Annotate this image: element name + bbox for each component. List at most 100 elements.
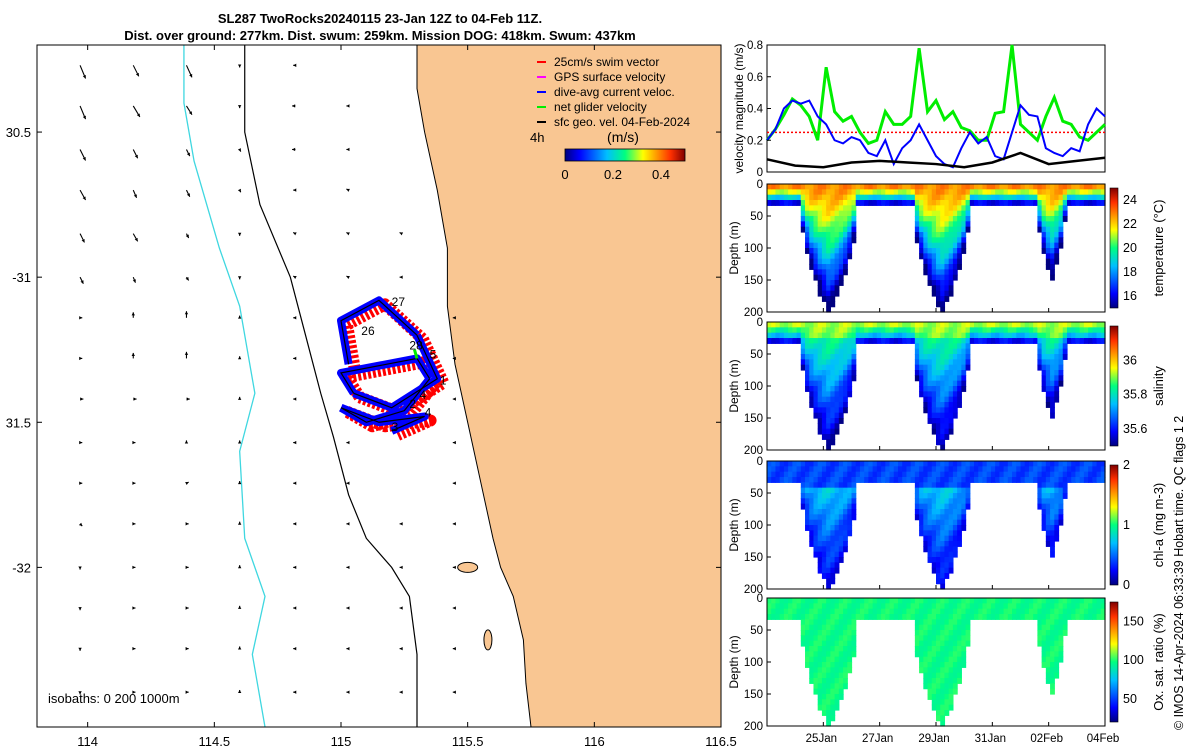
section-cell (893, 327, 899, 334)
section-cell (817, 210, 823, 217)
section-cell (817, 386, 823, 392)
section-cell (936, 567, 941, 574)
section-cell (809, 662, 815, 668)
section-cell (957, 509, 962, 515)
section-cell (940, 678, 946, 684)
section-cell (838, 614, 844, 620)
section-cell (859, 194, 865, 201)
section-cell (843, 258, 848, 265)
section-cell (965, 200, 971, 206)
section-cell (952, 635, 958, 642)
section-cell (1037, 640, 1043, 647)
section-cell (957, 482, 962, 489)
section-cell (851, 487, 857, 494)
section-cell (1079, 471, 1085, 478)
section-cell (927, 348, 933, 355)
section-cell (838, 461, 844, 467)
colorbar-title: salinity (1151, 366, 1166, 406)
section-cell (809, 237, 815, 244)
section-cell (952, 519, 958, 526)
section-cell (893, 338, 899, 344)
legend-label: 25cm/s swim vector (554, 55, 659, 69)
section-cell (847, 667, 853, 674)
section-cell (1041, 348, 1047, 355)
section-cell (1037, 482, 1043, 489)
section-cell (965, 466, 971, 473)
section-cell (796, 471, 802, 478)
section-cell (826, 306, 831, 313)
section-cell (944, 280, 950, 286)
section-cell (931, 498, 937, 505)
section-cell (982, 614, 988, 620)
section-cell (952, 194, 958, 201)
section-cell (969, 189, 975, 196)
section-cell (843, 364, 848, 371)
section-cell (864, 322, 869, 328)
section-cell (800, 498, 806, 505)
section-cell (940, 205, 946, 212)
section-cell (1050, 672, 1055, 679)
geo-velocity-arrow (293, 63, 297, 67)
arrow-head (185, 606, 189, 610)
section-cell (805, 477, 810, 483)
section-cell (830, 189, 836, 196)
arrow-head (134, 237, 138, 242)
section-cell (931, 428, 937, 435)
section-cell (813, 598, 819, 604)
section-cell (843, 327, 848, 334)
time-tick-label: 25Jan (806, 733, 837, 745)
section-cell (1071, 603, 1077, 610)
section-cell (919, 391, 924, 398)
section-cell (931, 242, 937, 249)
section-cell (961, 322, 967, 328)
section-cell (914, 493, 920, 499)
section-cell (952, 391, 958, 398)
section-cell (936, 370, 941, 376)
section-cell (817, 477, 823, 483)
section-cell (923, 216, 929, 222)
section-cell (1083, 477, 1089, 483)
section-cell (936, 477, 941, 483)
section-cell (948, 402, 954, 408)
section-cell (936, 509, 941, 515)
section-cell (927, 269, 933, 276)
section-cell (885, 461, 891, 467)
section-cell (957, 598, 962, 604)
section-cell (1050, 248, 1055, 254)
section-cell (952, 216, 958, 222)
section-cell (838, 375, 844, 382)
section-cell (821, 509, 827, 515)
section-cell (783, 332, 789, 339)
arrow-head (293, 63, 297, 67)
section-cell (931, 514, 937, 521)
section-cell (1066, 477, 1072, 483)
section-cell (965, 348, 971, 355)
section-cell (771, 471, 777, 478)
section-cell (843, 678, 848, 684)
arrow-head (237, 188, 241, 193)
section-cell (940, 471, 946, 478)
section-cell (1050, 541, 1055, 547)
section-cell (830, 614, 836, 620)
section-cell (1075, 603, 1081, 610)
section-cell (851, 603, 857, 610)
section-cell (952, 343, 958, 350)
section-cell (914, 503, 920, 510)
section-cell (826, 290, 831, 297)
section-cell (940, 354, 946, 360)
section-cell (948, 285, 954, 292)
section-cell (834, 683, 840, 690)
section-cell (940, 694, 946, 700)
section-cell (805, 482, 810, 489)
section-cell (1045, 359, 1051, 366)
section-cell (813, 359, 819, 366)
arrow-head (293, 356, 297, 361)
section-cell (771, 194, 777, 201)
section-cell (830, 248, 836, 254)
section-cell (1058, 509, 1064, 515)
section-cell (821, 296, 827, 302)
section-cell (809, 519, 815, 526)
section-cell (838, 221, 844, 228)
section-cell (923, 327, 929, 334)
section-cell (830, 375, 836, 382)
